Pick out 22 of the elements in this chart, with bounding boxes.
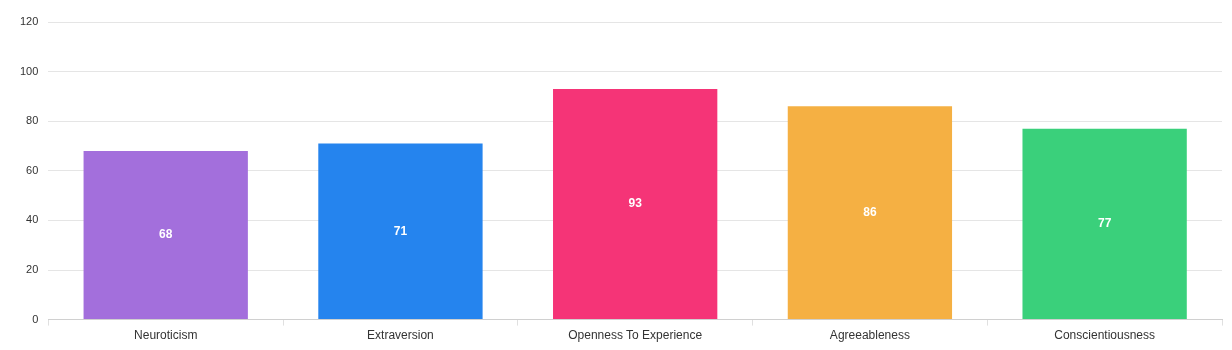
bar [318,143,483,320]
x-tick-label: Extraversion [367,328,434,343]
x-tick-label: Agreeableness [829,328,910,343]
y-tick-label: 0 [32,312,39,325]
y-tick-label: 80 [26,114,39,127]
data-label: 86 [863,205,877,220]
data-label: 68 [159,227,173,242]
bar [787,106,953,320]
x-tick-label: Conscientiousness [1054,328,1155,343]
y-tick-label: 40 [26,213,39,226]
y-tick-label: 100 [19,64,39,77]
y-tick-label: 20 [26,263,39,276]
data-label: 93 [628,196,643,211]
x-tick-label: Neuroticism [134,328,198,343]
data-label: 77 [1097,216,1112,231]
x-tick-label: Openness To Experience [568,328,703,343]
y-tick-label: 60 [26,163,39,176]
bar [1022,128,1187,320]
y-tick-label: 120 [19,15,39,28]
bar [83,150,248,320]
data-label: 71 [393,223,408,238]
bar [553,88,718,320]
